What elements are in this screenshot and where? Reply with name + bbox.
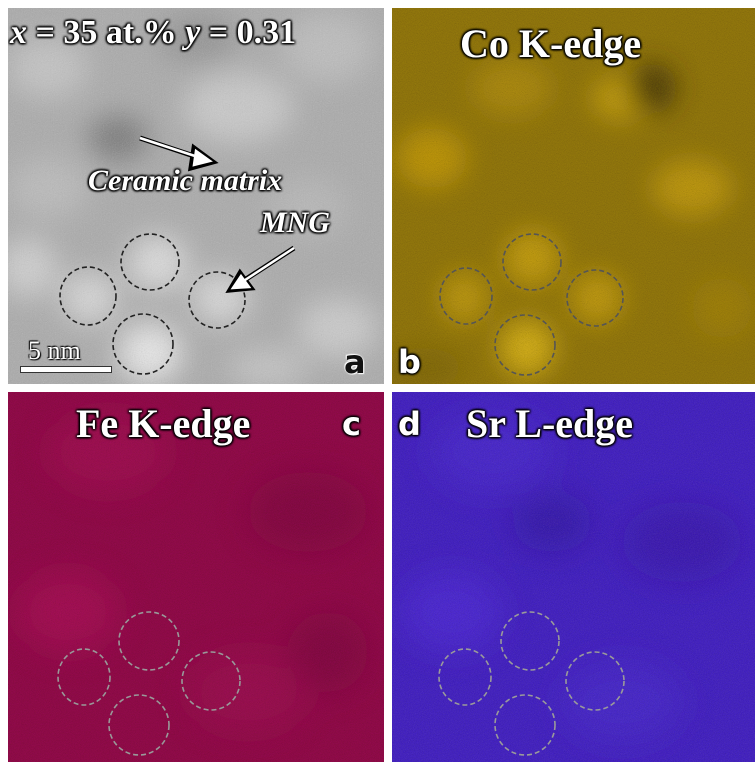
mng-particle-outline bbox=[502, 233, 562, 291]
arrow-to-ceramic-matrix-inner bbox=[139, 136, 213, 167]
mng-particle-outline bbox=[120, 233, 180, 291]
panel-d-letter: d bbox=[398, 405, 421, 443]
mng-particle-outline bbox=[494, 314, 556, 376]
mng-label: MNG bbox=[260, 206, 331, 239]
panel-a-haadf-image: x = 35 at.% y = 0.31 Ceramic matrix MNG … bbox=[8, 8, 384, 384]
panel-b-co-map: Co K-edge b bbox=[392, 8, 755, 384]
nanoparticle-outlines bbox=[438, 611, 625, 756]
mng-particle-outline bbox=[565, 651, 625, 711]
panel-d-title: Sr L-edge bbox=[466, 401, 634, 446]
nanoparticle-outlines bbox=[59, 135, 296, 375]
arrow-to-mng-inner bbox=[230, 246, 295, 290]
mng-particle-outline bbox=[438, 648, 492, 706]
mng-particle-outline bbox=[108, 694, 170, 756]
scale-bar-label: 5 nm bbox=[28, 336, 81, 365]
ceramic-matrix-label: Ceramic matrix bbox=[88, 164, 283, 197]
mng-particle-outline bbox=[566, 269, 624, 327]
mng-particle-outline bbox=[112, 313, 174, 375]
mng-particle-outline bbox=[59, 266, 117, 326]
mng-particle-outline bbox=[500, 611, 560, 671]
panel-a-title: x = 35 at.% y = 0.31 bbox=[10, 14, 297, 51]
mng-particle-outline bbox=[181, 651, 241, 711]
haadf-image bbox=[8, 8, 384, 384]
mng-particle-outline bbox=[57, 648, 111, 706]
panel-c-fe-map: Fe K-edge c bbox=[8, 392, 384, 762]
mng-particle-outline bbox=[439, 267, 493, 325]
mng-particle-outline bbox=[118, 611, 180, 671]
co-elemental-map bbox=[392, 8, 755, 384]
panel-c-title: Fe K-edge bbox=[76, 401, 251, 446]
panel-b-title: Co K-edge bbox=[460, 21, 642, 66]
mng-particle-outline bbox=[494, 694, 556, 756]
mng-particle-outline bbox=[188, 271, 246, 329]
panel-d-sr-map: Sr L-edge d bbox=[392, 392, 755, 762]
panel-c-letter: c bbox=[342, 405, 361, 443]
sr-elemental-map bbox=[392, 392, 755, 762]
panel-a-letter: a bbox=[344, 343, 366, 381]
scale-bar bbox=[20, 366, 112, 373]
nanoparticle-outlines bbox=[439, 233, 624, 376]
nanoparticle-outlines bbox=[57, 611, 241, 756]
panel-b-letter: b bbox=[398, 343, 421, 381]
